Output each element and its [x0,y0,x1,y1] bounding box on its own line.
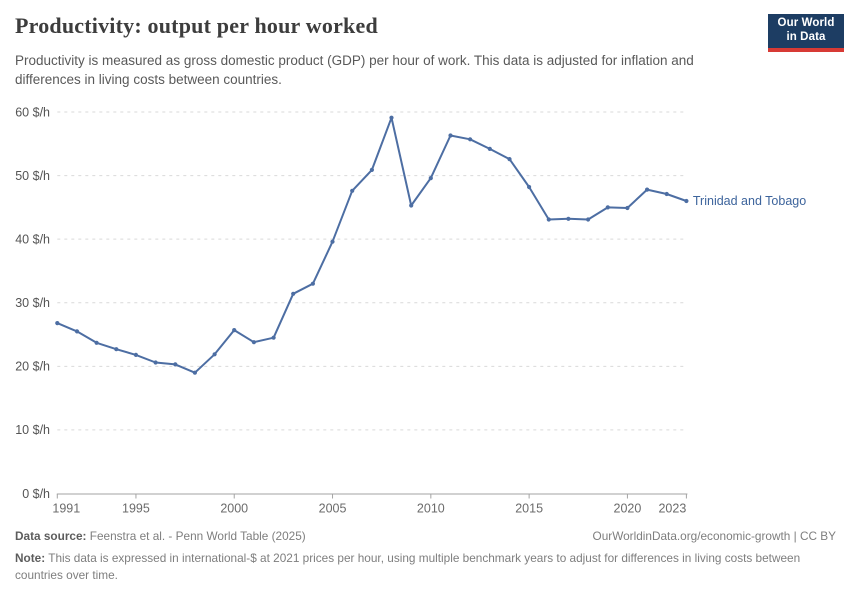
data-point [330,239,335,244]
data-point [566,216,571,221]
data-point [428,176,433,181]
data-point [369,167,374,172]
attribution-link[interactable]: OurWorldinData.org/economic-growth | CC … [592,529,836,543]
data-point [684,198,689,204]
data-point [192,370,197,375]
owid-logo-stripe [768,48,844,52]
data-point [232,328,237,333]
note-text: This data is expressed in international-… [15,551,801,582]
x-axis-tick-label: 2015 [515,502,543,516]
y-axis-tick-label: 30 $/h [15,296,50,310]
y-axis-tick-label: 10 $/h [15,423,50,437]
data-point [487,146,492,151]
footer-source-row: Data source: Feenstra et al. - Penn Worl… [15,529,836,543]
productivity-line-chart: 0 $/h 10 $/h 20 $/h 30 $/h 40 $/h 50 $/h 60 $/… [15,105,806,516]
owid-logo-line1: Our World [777,17,835,30]
data-point [271,335,276,340]
x-axis-tick-label: 2010 [417,502,445,516]
data-point [468,137,473,142]
x-axis-tick-label: 2020 [614,502,642,516]
data-point [251,340,256,345]
y-axis-tick-label: 0 $/h [22,487,50,501]
y-axis-tick-label: 40 $/h [15,232,50,246]
data-point [173,362,178,367]
x-axis-tick-label: 1991 [52,502,80,516]
data-point [291,291,296,296]
y-axis-tick-label: 60 $/h [15,105,50,119]
data-point [605,205,610,210]
data-point [350,188,355,193]
data-point [507,157,512,162]
x-axis-tick-label: 2000 [220,502,248,516]
data-point [74,329,80,334]
data-line [56,116,688,374]
data-point [546,217,551,222]
data-source: Data source: Feenstra et al. - Penn Worl… [15,529,306,543]
x-axis-tick-label: 1995 [122,502,150,516]
data-source-label: Data source: [15,529,87,543]
data-point [153,360,158,365]
data-point [664,191,669,197]
data-point [389,115,394,120]
data-point [212,352,217,357]
x-axis-tick-label: 2005 [319,502,347,516]
data-point [527,184,532,190]
data-point [310,281,315,286]
data-point [55,321,60,326]
owid-logo-text: Our World in Data [768,14,844,48]
x-axis-tick-label: 2023 [658,502,686,516]
chart-subtitle: Productivity is measured as gross domest… [15,53,694,88]
data-source-text: Feenstra et al. - Penn World Table (2025… [89,529,306,543]
note-label: Note: [15,551,46,565]
data-point [94,340,99,345]
owid-logo-line2: in Data [786,31,826,43]
data-point [625,205,630,211]
y-axis-tick-label: 20 $/h [15,360,50,374]
data-point [645,187,650,192]
owid-logo: Our World in Data [768,14,844,52]
data-point [114,347,119,352]
data-point [586,217,591,222]
data-point [133,352,138,357]
data-point [448,133,453,138]
data-point [409,203,414,208]
chart-note: Note: This data is expressed in internat… [15,550,833,584]
y-axis-tick-label: 50 $/h [15,169,50,183]
page-title: Productivity: output per hour worked [15,13,378,38]
series-entity-label: Trinidad and Tobago [693,194,806,208]
